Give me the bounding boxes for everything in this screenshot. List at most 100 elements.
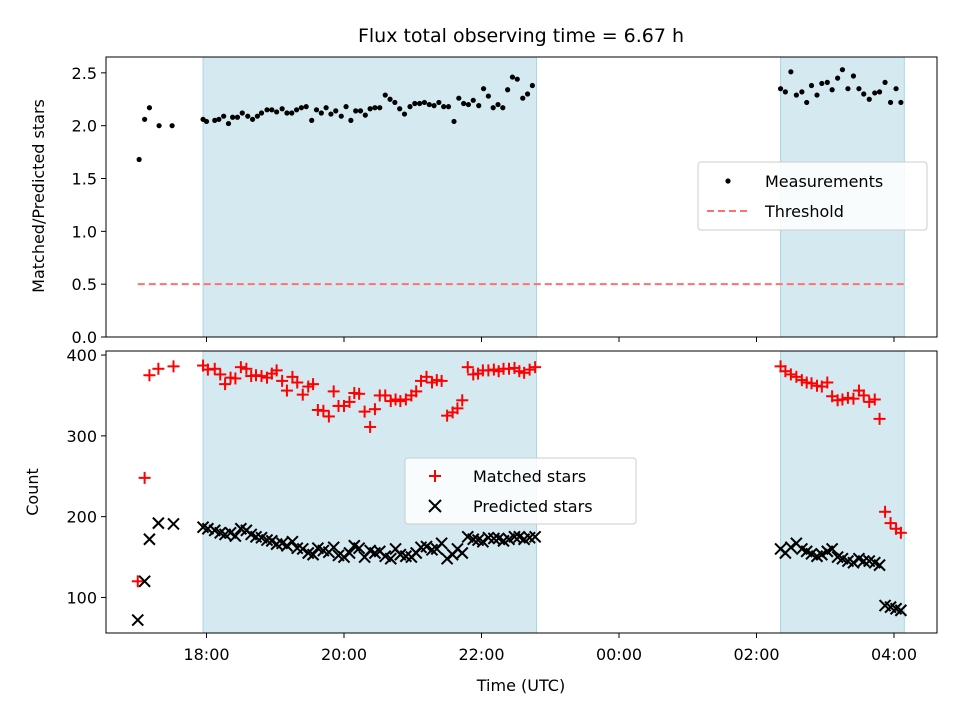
predicted-star-stroke (317, 544, 330, 557)
predicted-star-stroke (492, 532, 505, 545)
predicted-star-stroke (255, 531, 268, 544)
measurement-point (284, 110, 290, 116)
measurement-point (808, 82, 815, 89)
predicted-star-point (337, 550, 351, 564)
predicted-star-stroke (260, 533, 274, 547)
measurement-point (876, 89, 883, 95)
predicted-star-stroke (167, 517, 180, 531)
matched-star-point (255, 370, 268, 383)
measurement-point (421, 99, 428, 106)
predicted-star-stroke (841, 554, 855, 568)
measurement-point (856, 86, 862, 92)
measurement-point (485, 93, 491, 99)
matched-star-point (152, 362, 165, 375)
predicted-star-stroke (863, 554, 876, 568)
predicted-star-stroke (337, 550, 351, 564)
predicted-star-stroke (836, 552, 849, 565)
predicted-star-point (825, 542, 839, 556)
measurement-point (258, 110, 265, 116)
matched-star-point (863, 395, 876, 408)
predicted-star-stroke (327, 541, 340, 554)
predicted-star-stroke (528, 530, 542, 544)
predicted-star-stroke (873, 558, 886, 572)
predicted-star-stroke (152, 516, 165, 530)
predicted-star-point (894, 604, 908, 617)
legend-matched-label: Matched stars (473, 467, 586, 486)
predicted-star-stroke (852, 552, 866, 565)
predicted-star-stroke (878, 599, 892, 612)
measurement-point (872, 90, 878, 96)
measurement-point (782, 89, 788, 95)
predicted-star-point (352, 541, 366, 555)
predicted-star-stroke (280, 539, 294, 552)
measurement-point (480, 86, 487, 92)
matched-star-point (353, 387, 366, 400)
bottom-y-tick-label: 100 (66, 588, 97, 607)
predicted-star-point (440, 552, 454, 565)
predicted-star-point (152, 516, 165, 530)
top-y-tick-label: 0.5 (72, 275, 97, 294)
matched-star-point (379, 389, 392, 402)
x-tick-label: 20:00 (321, 645, 367, 664)
predicted-star-stroke (440, 552, 454, 565)
matched-star-point (836, 393, 849, 406)
top-panel: 0.0 0.5 1.0 1.5 2.0 2.5 (72, 56, 938, 347)
measurement-point (887, 99, 894, 106)
matched-star-point (456, 394, 469, 407)
predicted-star-stroke (234, 522, 248, 535)
measurement-point (343, 104, 349, 110)
matched-star-point (358, 405, 371, 418)
predicted-star-stroke (795, 542, 809, 556)
measurement-point (835, 75, 841, 81)
measurement-point (845, 86, 851, 92)
predicted-star-stroke (467, 533, 480, 546)
predicted-star-stroke (291, 541, 304, 555)
measurement-point (524, 91, 531, 97)
measurement-point (303, 104, 309, 110)
measurement-point (829, 87, 835, 93)
measurement-point (476, 103, 482, 109)
measurement-point (431, 103, 437, 109)
predicted-star-stroke (332, 549, 345, 562)
predicted-star-stroke (894, 604, 908, 617)
measurement-point (401, 111, 408, 117)
measurement-point (313, 107, 320, 113)
predicted-star-point (306, 548, 320, 561)
predicted-star-point (857, 554, 870, 568)
matched-star-point (821, 376, 834, 389)
predicted-star-point (456, 546, 469, 560)
bottom-shaded-interval (780, 350, 905, 634)
measurement-point (529, 82, 535, 89)
measurement-point (279, 106, 285, 112)
measurement-point (520, 95, 526, 101)
measurement-point (441, 104, 447, 110)
predicted-star-point (384, 552, 397, 565)
measurement-point (309, 117, 315, 123)
predicted-star-stroke (196, 520, 210, 534)
bottom-series-1 (131, 516, 908, 627)
measurement-point (357, 108, 364, 114)
legend-predicted-label: Predicted stars (473, 497, 593, 516)
predicted-star-point (435, 537, 448, 550)
measurement-point (156, 123, 162, 129)
measurement-point (490, 105, 496, 111)
matched-star-point (368, 403, 381, 416)
measurement-point (136, 156, 142, 163)
measurement-point (893, 86, 899, 92)
measurement-point (328, 111, 334, 117)
predicted-star-stroke (476, 535, 490, 548)
predicted-star-stroke (306, 548, 320, 561)
predicted-star-stroke (456, 546, 469, 560)
predicted-star-stroke (790, 537, 803, 550)
predicted-star-stroke (352, 541, 366, 555)
top-y-tick-label: 1.0 (72, 222, 97, 241)
predicted-star-stroke (275, 537, 289, 550)
predicted-star-point (229, 529, 242, 543)
top-y-tick-label: 2.5 (72, 64, 97, 83)
predicted-star-point (327, 541, 340, 554)
bottom-y-axis-label: Count (23, 468, 42, 516)
legend-threshold-label: Threshold (764, 202, 844, 221)
predicted-star-stroke (784, 541, 798, 554)
measurement-point (269, 107, 275, 113)
